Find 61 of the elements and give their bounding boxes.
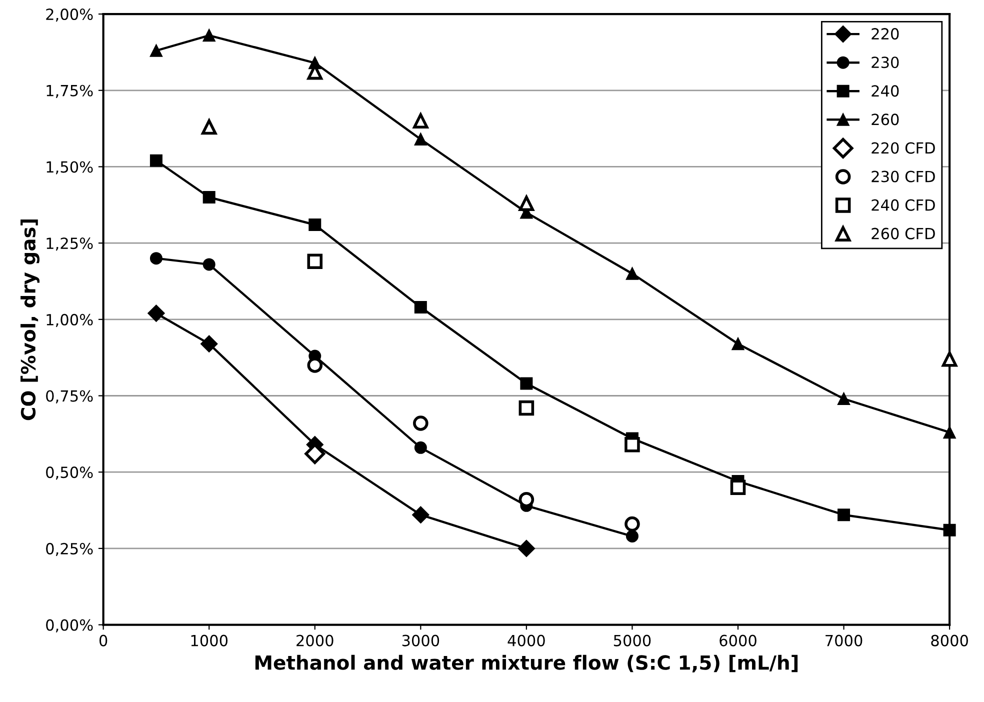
- point: [202, 29, 216, 42]
- x-tick-label: 7000: [826, 634, 862, 646]
- point: [413, 113, 428, 129]
- point: [412, 506, 430, 524]
- point: [518, 400, 534, 416]
- y-tick-label: 2,00%: [46, 8, 93, 22]
- point: [414, 300, 427, 314]
- point: [838, 508, 850, 522]
- legend-label: 220: [872, 28, 899, 40]
- point: [626, 530, 638, 542]
- point: [201, 119, 217, 135]
- legend-label: 260 CFD: [872, 228, 935, 240]
- point: [518, 196, 534, 212]
- x-tick-label: 2000: [296, 634, 334, 646]
- point: [838, 392, 850, 406]
- point: [518, 540, 535, 557]
- point: [943, 426, 956, 439]
- point: [414, 441, 427, 454]
- x-tick-label: 4000: [508, 634, 545, 646]
- y-tick-label: 1,75%: [46, 84, 93, 98]
- x-axis-title: Methanol and water mixture flow (S:C 1,5) [mL/h]: [255, 654, 798, 672]
- y-tick-label: 1,25%: [46, 238, 93, 251]
- y-tick-label: 1,00%: [46, 314, 93, 327]
- point: [307, 254, 323, 270]
- point: [200, 335, 218, 352]
- y-axis-title: CO [%vol, dry gas]: [20, 219, 40, 420]
- point: [943, 524, 956, 536]
- point: [414, 132, 427, 146]
- y-tick-label: 0,75%: [46, 390, 93, 404]
- x-tick-label: 6000: [720, 634, 756, 646]
- point: [148, 304, 165, 322]
- x-tick-label: 0: [99, 634, 108, 646]
- y-tick-label: 1,50%: [46, 161, 93, 174]
- point: [730, 480, 746, 496]
- point: [308, 218, 322, 231]
- point: [202, 258, 216, 271]
- point: [626, 267, 638, 280]
- legend-label: 230 CFD: [872, 170, 935, 182]
- legend-label: 230: [872, 56, 899, 68]
- point: [624, 436, 640, 452]
- legend-label: 240 CFD: [872, 199, 935, 211]
- x-tick-label: 3000: [402, 634, 440, 646]
- point: [307, 358, 323, 373]
- point: [732, 338, 744, 350]
- point: [202, 191, 216, 204]
- legend-label: 220 CFD: [872, 142, 935, 154]
- legend-label: 240: [872, 85, 899, 97]
- point: [520, 377, 533, 390]
- point: [413, 416, 428, 431]
- point: [150, 44, 162, 57]
- x-tick-label: 5000: [614, 634, 651, 646]
- x-tick-label: 1000: [191, 634, 228, 646]
- y-tick-label: 0,50%: [46, 466, 93, 480]
- legend-label: 260: [872, 114, 899, 126]
- point: [624, 516, 640, 532]
- y-tick-label: 0,25%: [46, 542, 93, 556]
- x-tick-label: 8000: [931, 634, 968, 646]
- point: [942, 351, 958, 367]
- point: [150, 154, 162, 167]
- point: [150, 252, 162, 265]
- y-tick-label: 0,00%: [46, 619, 93, 632]
